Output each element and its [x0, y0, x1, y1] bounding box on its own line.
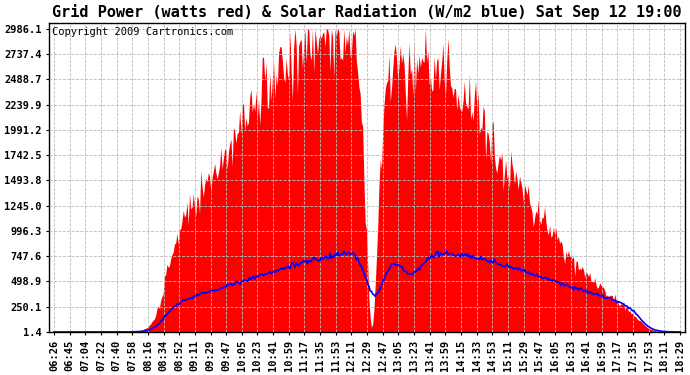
Text: Copyright 2009 Cartronics.com: Copyright 2009 Cartronics.com — [52, 27, 234, 38]
Title: Grid Power (watts red) & Solar Radiation (W/m2 blue) Sat Sep 12 19:00: Grid Power (watts red) & Solar Radiation… — [52, 4, 682, 20]
